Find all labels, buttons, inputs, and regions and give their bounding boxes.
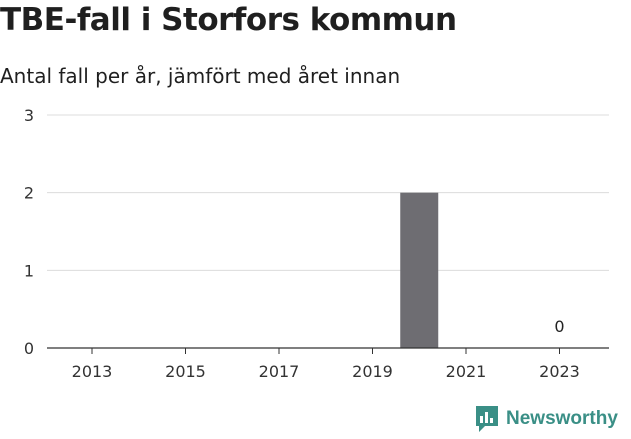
data-label: 0 (554, 317, 564, 336)
brand-name: Newsworthy (506, 408, 618, 429)
x-tick-label: 2021 (446, 362, 487, 381)
x-tick-label: 2013 (72, 362, 113, 381)
y-tick-label: 2 (24, 184, 34, 203)
x-tick-label: 2023 (539, 362, 580, 381)
y-tick-label: 1 (24, 261, 34, 280)
bar (400, 192, 439, 348)
brand-logo: Newsworthy (474, 404, 618, 434)
x-tick-label: 2019 (352, 362, 393, 381)
x-tick-label: 2017 (259, 362, 300, 381)
y-tick-label: 3 (24, 106, 34, 125)
chart-title: TBE-fall i Storfors kommun (0, 2, 457, 38)
y-tick-label: 0 (24, 339, 34, 358)
newsworthy-logo-icon (476, 406, 498, 432)
chart-subtitle: Antal fall per år, jämfört med året inna… (0, 64, 401, 88)
x-tick-label: 2015 (165, 362, 206, 381)
